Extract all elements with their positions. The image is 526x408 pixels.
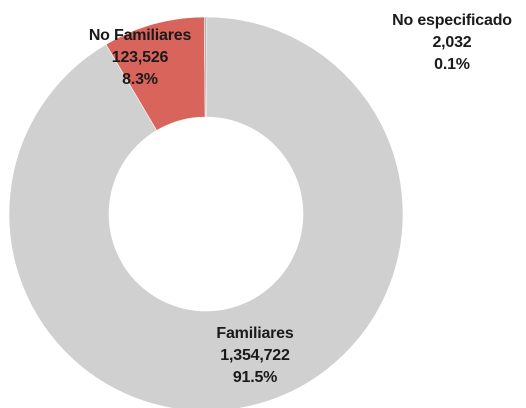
slice-label-no-familiares: No Familiares 123,526 8.3% bbox=[70, 25, 210, 91]
slice-percent: 8.3% bbox=[122, 71, 158, 88]
slice-name: No especificado bbox=[392, 12, 512, 29]
slice-percent: 0.1% bbox=[434, 56, 470, 73]
slice-label-familiares: Familiares 1,354,722 91.5% bbox=[180, 323, 330, 389]
slice-familiares bbox=[8, 16, 404, 408]
slice-value: 2,032 bbox=[432, 34, 472, 51]
slice-value: 1,354,722 bbox=[220, 347, 290, 364]
slice-name: Familiares bbox=[216, 325, 294, 342]
slice-no-especificado bbox=[203, 16, 207, 118]
slice-label-no-especificado: No especificado 2,032 0.1% bbox=[378, 10, 526, 76]
slice-name: No Familiares bbox=[88, 27, 192, 44]
slice-percent: 91.5% bbox=[232, 369, 278, 386]
slice-value: 123,526 bbox=[111, 49, 169, 66]
